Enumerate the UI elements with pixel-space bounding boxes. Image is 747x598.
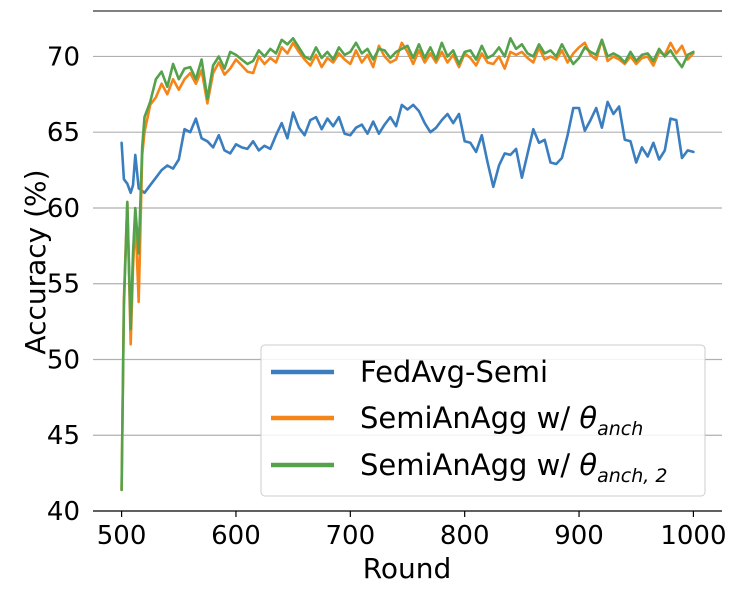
series-line-semianagg-anch [120, 38, 695, 492]
y-tick-label: 60 [47, 194, 80, 224]
series-lines [120, 36, 695, 492]
legend: FedAvg-Semi SemiAnAgg w/ θanch SemiAnAgg… [260, 344, 706, 497]
x-axis-ticks: 500 600 700 800 900 1000 [97, 511, 726, 551]
x-tick-label: 600 [211, 521, 261, 551]
y-tick-label: 40 [47, 497, 80, 527]
legend-label-fedavg-semi: FedAvg-Semi [360, 355, 548, 389]
x-tick-label: 900 [554, 521, 604, 551]
y-tick-label: 70 [47, 42, 80, 72]
y-tick-label: 55 [47, 270, 80, 300]
x-axis-label: Round [363, 552, 452, 585]
x-tick-label: 500 [97, 521, 147, 551]
x-tick-label: 700 [325, 521, 375, 551]
x-tick-label: 1000 [660, 521, 726, 551]
y-tick-label: 45 [47, 421, 80, 451]
legend-box [260, 344, 706, 497]
series-line-semianagg-anch-2 [120, 36, 695, 492]
y-tick-label: 65 [47, 118, 80, 148]
x-tick-label: 800 [440, 521, 490, 551]
legend-label-semianagg-anch: SemiAnAgg w/ θanch [360, 401, 643, 440]
y-tick-label: 50 [47, 345, 80, 375]
series-line-fedavg-semi [120, 100, 695, 195]
legend-label-semianagg-anch-2: SemiAnAgg w/ θanch, 2 [360, 448, 667, 487]
y-axis-label: Accuracy (%) [19, 169, 52, 354]
y-axis-ticks: 40 45 50 55 60 65 70 [47, 42, 80, 527]
